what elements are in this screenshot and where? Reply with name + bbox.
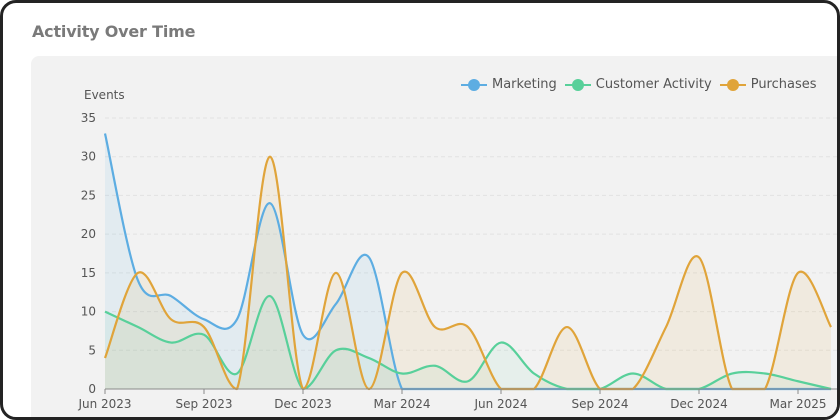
legend-item-customer-activity[interactable]: Customer Activity [564, 77, 712, 92]
x-tick-label: Sep 2023 [176, 397, 233, 411]
y-tick-label: 0 [88, 382, 96, 396]
line-chart: 0 5 10 15 20 25 30 35 Jun 2023 Sep 2023 Dec 2023 Ma… [77, 111, 837, 411]
y-tick-label: 25 [81, 188, 96, 202]
chart-legend: Marketing Customer Activity Purchases [461, 77, 817, 92]
legend-label: Customer Activity [595, 77, 712, 92]
x-tick-label: Mar 2024 [374, 397, 431, 411]
legend-marker-icon [719, 78, 746, 91]
series-area-customer-activity [105, 296, 831, 389]
x-tick-label: Dec 2023 [274, 397, 332, 411]
y-tick-label: 15 [81, 266, 96, 280]
legend-marker-icon [564, 78, 591, 91]
grid-lines [105, 117, 837, 351]
series-area-marketing [105, 133, 831, 389]
series-areas [105, 133, 831, 389]
axes: 0 5 10 15 20 25 30 35 Jun 2023 Sep 2023 Dec 2023 Ma… [77, 111, 837, 411]
legend-marker-icon [461, 78, 487, 91]
y-axis-title: Events [84, 88, 125, 102]
y-tick-label: 35 [81, 111, 96, 125]
x-tick-label: Mar 2025 [770, 397, 827, 411]
y-tick-label: 10 [81, 305, 96, 319]
x-tick-label: Jun 2023 [77, 397, 131, 411]
series-line-customer-activity[interactable] [104, 294, 832, 391]
y-tick-label: 30 [81, 150, 96, 164]
legend-item-purchases[interactable]: Purchases [719, 77, 817, 92]
x-tick-label: Sep 2024 [572, 397, 629, 411]
x-tick-label: Dec 2024 [670, 397, 728, 411]
chart-panel [31, 56, 837, 417]
series-area-purchases [105, 156, 831, 389]
legend-item-marketing[interactable]: Marketing [461, 77, 557, 92]
y-tick-label: 5 [88, 343, 96, 357]
legend-label: Purchases [750, 77, 817, 92]
x-tick-label: Jun 2024 [473, 397, 527, 411]
y-tick-label: 20 [81, 227, 96, 241]
card-title: Activity Over Time [32, 22, 196, 41]
legend-label: Marketing [492, 77, 557, 92]
